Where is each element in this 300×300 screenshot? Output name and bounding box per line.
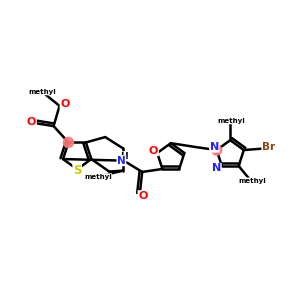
Text: methyl: methyl: [84, 174, 112, 180]
Text: methyl: methyl: [217, 118, 245, 124]
Text: O: O: [27, 117, 36, 127]
Text: N: N: [210, 142, 219, 152]
Text: N: N: [117, 156, 126, 166]
Text: O: O: [60, 99, 70, 110]
Text: Br: Br: [262, 142, 275, 152]
Text: O: O: [138, 191, 148, 201]
Text: S: S: [73, 164, 81, 177]
Text: methyl: methyl: [29, 89, 56, 95]
Text: O: O: [149, 146, 158, 156]
Text: N: N: [212, 164, 221, 173]
Circle shape: [212, 145, 222, 155]
Text: H: H: [120, 152, 127, 161]
Circle shape: [63, 137, 74, 148]
Text: methyl: methyl: [239, 178, 266, 184]
